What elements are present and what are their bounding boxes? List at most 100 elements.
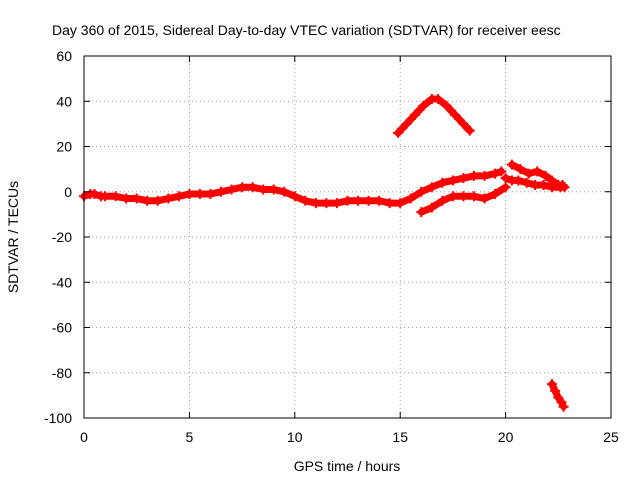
data-point	[289, 191, 300, 202]
data-point	[506, 159, 517, 170]
data-point	[515, 164, 526, 175]
data-point	[490, 168, 501, 179]
data-point	[237, 182, 248, 193]
data-point	[342, 195, 353, 206]
x-tick-label: 5	[186, 429, 194, 445]
x-tick-label: 10	[287, 429, 303, 445]
data-point	[321, 198, 332, 209]
data-point	[184, 189, 195, 200]
data-point	[393, 127, 404, 138]
series-peak-arc	[393, 93, 475, 138]
data-point	[546, 175, 557, 186]
data-point	[490, 189, 501, 200]
y-tick-label: 60	[56, 48, 72, 64]
data-point	[331, 198, 342, 209]
data-point	[173, 191, 184, 202]
data-series	[79, 93, 570, 412]
y-tick-label: -40	[52, 274, 72, 290]
x-tick-label: 25	[603, 429, 619, 445]
data-point	[121, 193, 132, 204]
data-point	[437, 195, 448, 206]
data-point	[450, 109, 461, 120]
data-point	[131, 193, 142, 204]
data-point	[447, 175, 458, 186]
data-point	[458, 118, 469, 129]
series-line	[394, 95, 474, 137]
data-point	[479, 170, 490, 181]
data-point	[540, 170, 551, 181]
x-tick-label: 20	[498, 429, 514, 445]
data-point	[496, 166, 507, 177]
data-point	[479, 193, 490, 204]
data-point	[353, 195, 364, 206]
series-main-trace	[79, 166, 507, 209]
data-point	[205, 189, 216, 200]
data-point	[468, 191, 479, 202]
x-axis-label: GPS time / hours	[294, 458, 401, 474]
data-point	[557, 179, 568, 190]
data-point	[558, 401, 569, 412]
series-drop-trace	[546, 379, 569, 412]
data-point	[384, 198, 395, 209]
x-tick-label: 0	[80, 429, 88, 445]
data-point	[500, 182, 511, 193]
x-tick-label: 15	[392, 429, 408, 445]
data-point	[310, 198, 321, 209]
data-point	[464, 125, 475, 136]
data-point	[521, 177, 532, 188]
axis-ticks	[83, 55, 612, 419]
data-point	[401, 118, 412, 129]
y-tick-label: 20	[56, 139, 72, 155]
data-point	[447, 191, 458, 202]
data-point	[468, 170, 479, 181]
data-point	[247, 182, 258, 193]
data-point	[142, 195, 153, 206]
data-point	[152, 195, 163, 206]
data-point	[279, 186, 290, 197]
data-point	[513, 175, 524, 186]
data-point	[441, 100, 452, 111]
data-point	[546, 379, 557, 390]
data-point	[426, 182, 437, 193]
data-point	[110, 191, 121, 202]
y-tick-label: 40	[56, 93, 72, 109]
data-point	[258, 184, 269, 195]
grid	[84, 56, 611, 418]
plot-frame	[83, 55, 612, 419]
data-point	[556, 397, 567, 408]
series-secondary-trace	[416, 182, 511, 218]
y-axis-tick-labels: -100 -80 -60 -40 -20 0 20 40 60	[44, 48, 72, 426]
y-tick-label: -80	[52, 365, 72, 381]
data-point	[405, 193, 416, 204]
data-point	[550, 385, 561, 396]
data-point	[418, 100, 429, 111]
data-point	[538, 179, 549, 190]
data-point	[194, 189, 205, 200]
data-point	[268, 184, 279, 195]
y-axis-label: SDTVAR / TECUs	[5, 181, 21, 293]
data-point	[409, 109, 420, 120]
data-point	[523, 168, 534, 179]
data-point	[530, 179, 541, 190]
data-point	[300, 195, 311, 206]
data-point	[416, 207, 427, 218]
data-point	[226, 184, 237, 195]
y-tick-label: 0	[64, 184, 72, 200]
data-point	[433, 93, 444, 104]
data-point	[500, 173, 511, 184]
series-late-branch	[506, 159, 568, 190]
data-point	[374, 195, 385, 206]
data-point	[426, 202, 437, 213]
x-axis-tick-labels: 0 5 10 15 20 25	[80, 429, 619, 445]
y-tick-label: -20	[52, 229, 72, 245]
data-point	[163, 193, 174, 204]
y-tick-label: -60	[52, 320, 72, 336]
data-point	[416, 186, 427, 197]
chart-title: Day 360 of 2015, Sidereal Day-to-day VTE…	[52, 22, 561, 38]
data-point	[363, 195, 374, 206]
data-point	[437, 177, 448, 188]
data-point	[100, 191, 111, 202]
data-point	[395, 198, 406, 209]
data-point	[458, 191, 469, 202]
